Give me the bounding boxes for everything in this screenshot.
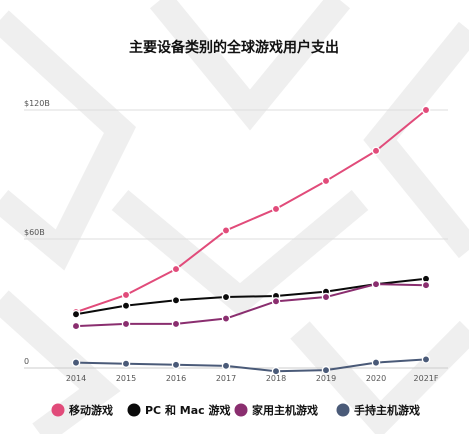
- data-point: [221, 226, 231, 235]
- data-point: [121, 319, 131, 329]
- data-point: [421, 280, 431, 290]
- x-tick-label: 2014: [66, 374, 86, 383]
- legend: 移动游戏 PC 和 Mac 游戏 家用主机游戏 手持主机游戏: [51, 403, 420, 417]
- legend-swatch: [234, 403, 248, 417]
- x-axis-ticks: 2014 2015 2016 2017 2018 2019 2020 2021F: [66, 374, 439, 383]
- legend-label: 手持主机游戏: [354, 403, 420, 417]
- data-point: [121, 301, 131, 310]
- y-tick-label: $60B: [24, 228, 45, 237]
- series-line: [75, 109, 427, 314]
- data-point: [421, 105, 431, 115]
- data-point: [71, 309, 81, 319]
- legend-swatch: [127, 403, 141, 417]
- y-tick-label: $120B: [24, 99, 50, 108]
- grid-layer: [24, 109, 448, 369]
- series-4: [71, 355, 431, 376]
- x-tick-label: 2020: [366, 374, 386, 383]
- series-line: [75, 283, 427, 328]
- data-point: [171, 319, 181, 329]
- data-point: [321, 176, 331, 186]
- data-point: [271, 366, 281, 376]
- legend-label: PC 和 Mac 游戏: [145, 403, 231, 417]
- data-point: [321, 365, 331, 375]
- data-point: [221, 314, 231, 323]
- data-point: [371, 146, 381, 156]
- data-point: [71, 358, 81, 367]
- data-point: [421, 355, 431, 364]
- legend-swatch: [51, 403, 65, 417]
- x-tick-label: 2017: [216, 374, 236, 383]
- data-point: [371, 358, 381, 367]
- data-point: [171, 296, 181, 305]
- x-tick-label: 2021F: [414, 374, 439, 383]
- legend-label: 移动游戏: [69, 403, 113, 417]
- series-3: [71, 279, 431, 331]
- data-point: [121, 359, 131, 368]
- data-point: [171, 264, 181, 274]
- legend-item: PC 和 Mac 游戏: [127, 403, 231, 417]
- x-tick-label: 2018: [266, 374, 286, 383]
- series-line: [75, 358, 427, 373]
- data-point: [271, 204, 281, 214]
- chart-title: 主要设备类别的全球游戏用户支出: [129, 39, 339, 56]
- series-layer: [71, 105, 431, 376]
- legend-item: 移动游戏: [51, 403, 113, 417]
- legend-label: 家用主机游戏: [252, 403, 318, 417]
- y-axis-ticks: 0 $60B $120B: [24, 99, 50, 366]
- data-point: [121, 290, 131, 300]
- data-point: [71, 321, 81, 331]
- data-point: [321, 292, 331, 302]
- series-1: [71, 105, 431, 317]
- data-point: [221, 292, 231, 302]
- legend-item: 手持主机游戏: [336, 403, 420, 417]
- x-tick-label: 2015: [116, 374, 136, 383]
- data-point: [221, 361, 231, 371]
- x-tick-label: 2019: [316, 374, 336, 383]
- data-point: [271, 297, 281, 306]
- legend-item: 家用主机游戏: [234, 403, 318, 417]
- x-tick-label: 2016: [166, 374, 186, 383]
- y-tick-label: 0: [24, 357, 29, 366]
- data-point: [171, 360, 181, 370]
- legend-swatch: [336, 403, 350, 417]
- data-point: [371, 279, 381, 289]
